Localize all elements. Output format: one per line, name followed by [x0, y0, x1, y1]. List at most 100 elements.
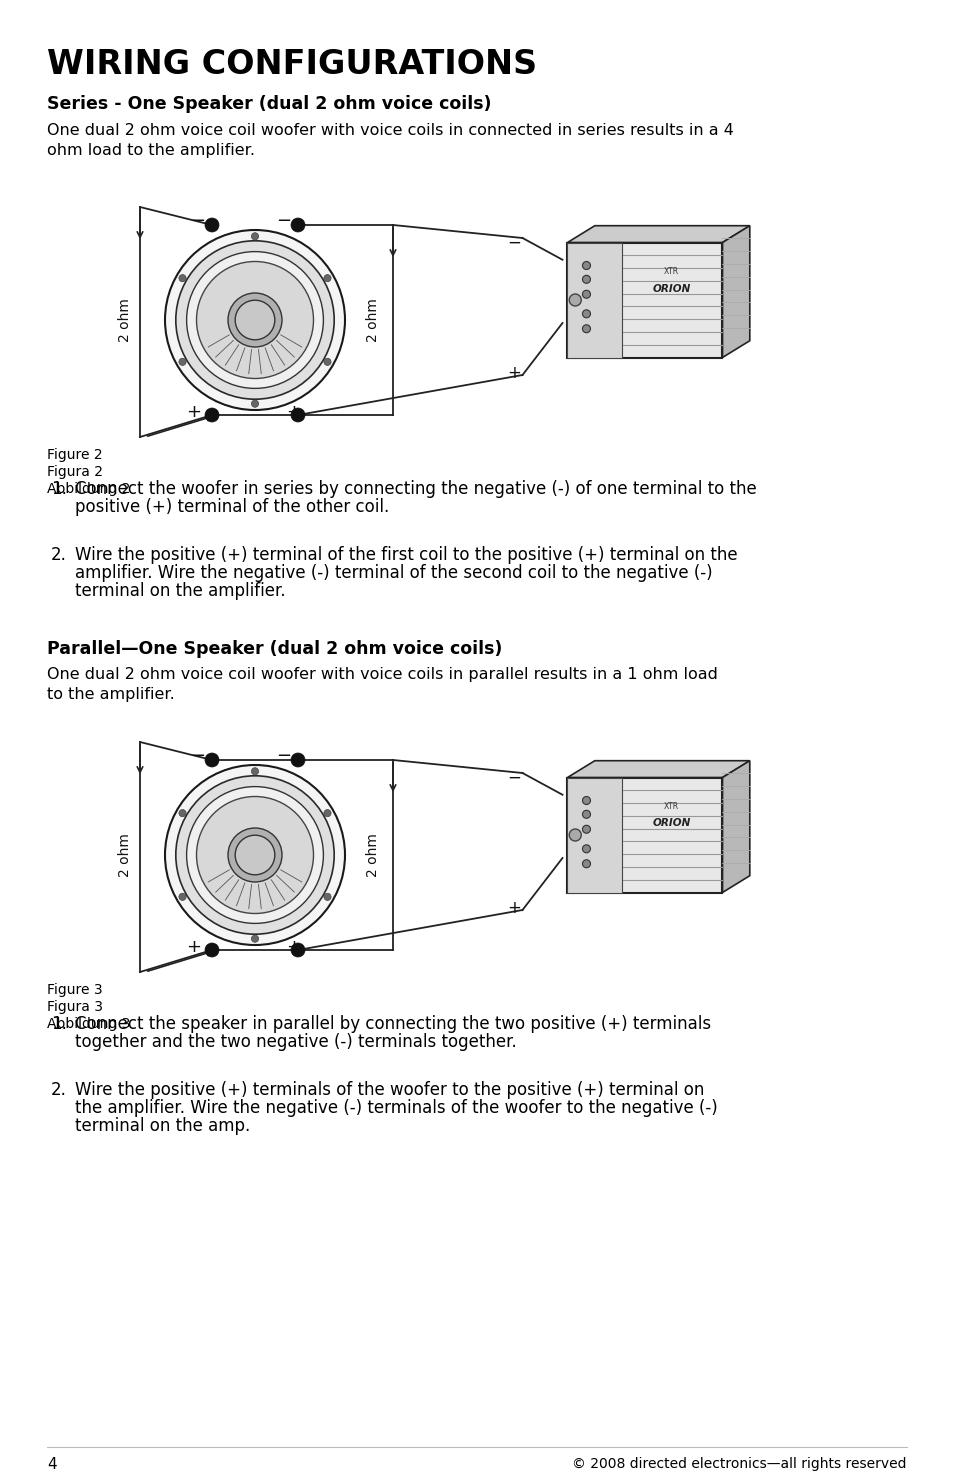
Text: 1.: 1. — [51, 479, 67, 499]
Text: XTR: XTR — [663, 267, 679, 276]
Circle shape — [235, 301, 274, 339]
Circle shape — [205, 754, 219, 767]
Text: Wire the positive (+) terminal of the first coil to the positive (+) terminal on: Wire the positive (+) terminal of the fi… — [75, 546, 737, 563]
Text: +: + — [286, 938, 301, 956]
Text: the amplifier. Wire the negative (-) terminals of the woofer to the negative (-): the amplifier. Wire the negative (-) ter… — [75, 1099, 717, 1117]
Text: −: − — [191, 746, 205, 766]
Circle shape — [291, 409, 305, 422]
Text: +: + — [186, 403, 201, 420]
Text: Abbildung 3: Abbildung 3 — [47, 1016, 131, 1031]
Text: Series - One Speaker (dual 2 ohm voice coils): Series - One Speaker (dual 2 ohm voice c… — [47, 94, 491, 114]
Circle shape — [252, 400, 258, 407]
Circle shape — [324, 894, 331, 900]
Text: 2 ohm: 2 ohm — [366, 833, 379, 878]
Circle shape — [179, 810, 186, 817]
Circle shape — [291, 943, 305, 957]
Circle shape — [196, 796, 314, 913]
Circle shape — [187, 252, 323, 388]
Circle shape — [582, 860, 590, 867]
Circle shape — [291, 218, 305, 232]
Text: −: − — [191, 212, 205, 230]
Circle shape — [582, 845, 590, 853]
Text: XTR: XTR — [663, 802, 679, 811]
Text: amplifier. Wire the negative (-) terminal of the second coil to the negative (-): amplifier. Wire the negative (-) termina… — [75, 563, 712, 583]
Circle shape — [175, 776, 334, 934]
Text: Figure 3: Figure 3 — [47, 982, 103, 997]
Circle shape — [179, 358, 186, 366]
Text: Figure 2: Figure 2 — [47, 448, 103, 462]
Text: +: + — [507, 364, 521, 382]
Circle shape — [569, 294, 580, 305]
FancyBboxPatch shape — [567, 777, 721, 892]
Circle shape — [252, 935, 258, 943]
Text: Figura 2: Figura 2 — [47, 465, 103, 479]
Text: Connect the speaker in parallel by connecting the two positive (+) terminals: Connect the speaker in parallel by conne… — [75, 1015, 710, 1032]
Text: terminal on the amp.: terminal on the amp. — [75, 1117, 250, 1134]
Circle shape — [582, 310, 590, 317]
Text: 4: 4 — [47, 1457, 56, 1472]
Circle shape — [324, 358, 331, 366]
Circle shape — [582, 276, 590, 283]
Text: 2 ohm: 2 ohm — [118, 833, 132, 878]
Text: −: − — [276, 746, 292, 766]
Text: +: + — [507, 898, 521, 917]
Circle shape — [187, 786, 323, 923]
Polygon shape — [567, 761, 749, 777]
Text: Abbildung 2: Abbildung 2 — [47, 482, 131, 496]
Text: One dual 2 ohm voice coil woofer with voice coils in connected in series results: One dual 2 ohm voice coil woofer with vo… — [47, 122, 733, 139]
Circle shape — [324, 810, 331, 817]
Text: terminal on the amplifier.: terminal on the amplifier. — [75, 583, 285, 600]
Polygon shape — [567, 226, 749, 242]
Circle shape — [582, 810, 590, 819]
Circle shape — [205, 409, 219, 422]
Circle shape — [324, 274, 331, 282]
Text: −: − — [276, 212, 292, 230]
Circle shape — [582, 261, 590, 270]
Text: −: − — [507, 235, 521, 252]
Circle shape — [165, 230, 345, 410]
Text: 2.: 2. — [51, 546, 67, 563]
Circle shape — [205, 218, 219, 232]
Text: Wire the positive (+) terminals of the woofer to the positive (+) terminal on: Wire the positive (+) terminals of the w… — [75, 1081, 703, 1099]
Text: 2.: 2. — [51, 1081, 67, 1099]
Text: Connect the woofer in series by connecting the negative (-) of one terminal to t: Connect the woofer in series by connecti… — [75, 479, 756, 499]
Text: 1.: 1. — [51, 1015, 67, 1032]
Circle shape — [582, 825, 590, 833]
Text: to the amplifier.: to the amplifier. — [47, 687, 174, 702]
Circle shape — [175, 240, 334, 400]
Circle shape — [582, 291, 590, 298]
FancyBboxPatch shape — [567, 242, 721, 357]
Text: WIRING CONFIGURATIONS: WIRING CONFIGURATIONS — [47, 49, 537, 81]
Polygon shape — [721, 226, 749, 357]
Text: +: + — [186, 938, 201, 956]
Circle shape — [235, 835, 274, 875]
Circle shape — [252, 767, 258, 774]
FancyBboxPatch shape — [567, 777, 621, 892]
Circle shape — [228, 827, 282, 882]
Circle shape — [228, 294, 282, 347]
Text: ORION: ORION — [652, 819, 690, 829]
Text: together and the two negative (-) terminals together.: together and the two negative (-) termin… — [75, 1032, 517, 1052]
Circle shape — [205, 943, 219, 957]
Circle shape — [196, 261, 314, 379]
Text: Figura 3: Figura 3 — [47, 1000, 103, 1013]
Circle shape — [291, 754, 305, 767]
FancyBboxPatch shape — [567, 242, 621, 357]
Circle shape — [165, 766, 345, 945]
Circle shape — [179, 274, 186, 282]
Text: 2 ohm: 2 ohm — [366, 298, 379, 342]
Circle shape — [582, 796, 590, 804]
Circle shape — [582, 324, 590, 333]
Text: positive (+) terminal of the other coil.: positive (+) terminal of the other coil. — [75, 499, 389, 516]
Text: ORION: ORION — [652, 283, 690, 294]
Text: +: + — [286, 403, 301, 420]
Circle shape — [179, 894, 186, 900]
Circle shape — [252, 233, 258, 240]
Polygon shape — [721, 761, 749, 892]
Circle shape — [569, 829, 580, 841]
Text: Parallel—One Speaker (dual 2 ohm voice coils): Parallel—One Speaker (dual 2 ohm voice c… — [47, 640, 502, 658]
Text: One dual 2 ohm voice coil woofer with voice coils in parallel results in a 1 ohm: One dual 2 ohm voice coil woofer with vo… — [47, 667, 717, 681]
Text: 2 ohm: 2 ohm — [118, 298, 132, 342]
Text: −: − — [507, 768, 521, 788]
Text: ohm load to the amplifier.: ohm load to the amplifier. — [47, 143, 254, 158]
